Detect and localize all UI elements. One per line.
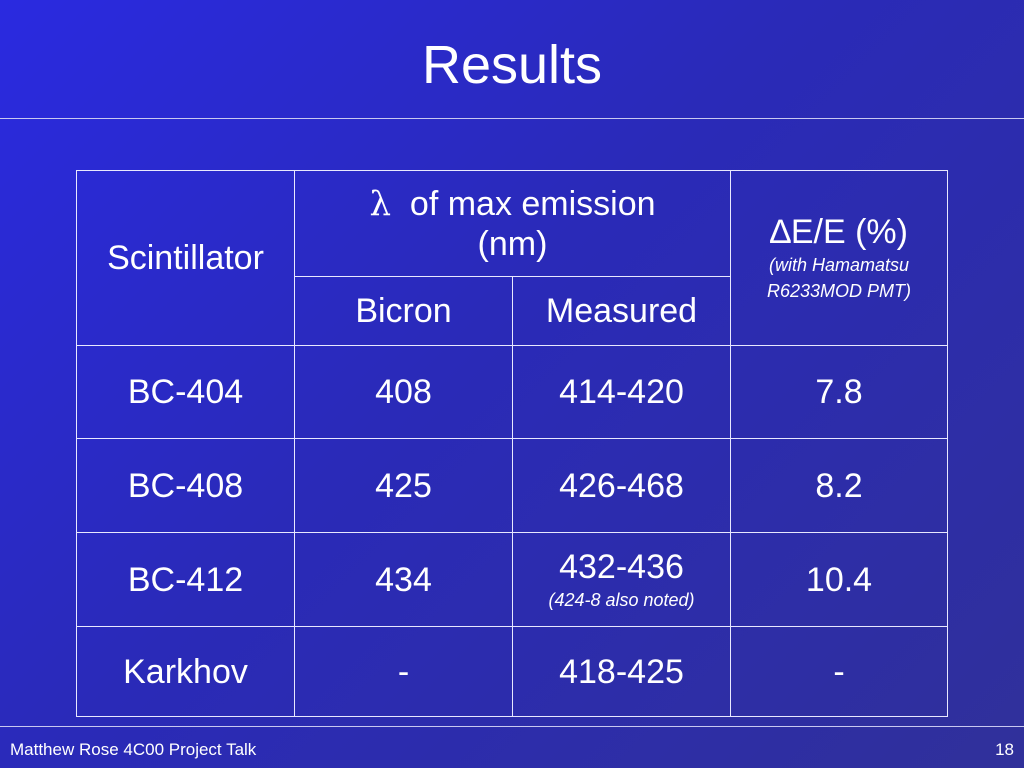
cell-text: 432-436 <box>559 547 684 586</box>
header-cell: Bicron <box>294 276 513 346</box>
header-cell: λ of max emission (nm) <box>294 170 731 277</box>
footer-text: Matthew Rose 4C00 Project Talk <box>10 740 257 759</box>
footer-rule <box>0 726 1024 727</box>
cell: Karkhov <box>76 626 295 717</box>
header-row: Scintillator λ of max emission (nm) ∆E/E… <box>76 170 948 346</box>
subheader-row: Bicron Measured <box>77 276 948 346</box>
cell: 414-420 <box>512 345 731 439</box>
header-line: (nm) <box>477 224 548 263</box>
cell: 425 <box>294 438 513 533</box>
header-cell: Measured <box>512 276 731 346</box>
table-row: Karkhov - 418-425 - <box>76 626 948 717</box>
cell: BC-408 <box>76 438 295 533</box>
header-cell: ∆E/E (%) (with Hamamatsu R6233MOD PMT) <box>730 170 948 346</box>
cell: 7.8 <box>730 345 948 439</box>
cell: 426-468 <box>512 438 731 533</box>
header-text: of max emission <box>409 184 656 223</box>
cell: BC-412 <box>76 532 295 627</box>
cell: BC-404 <box>76 345 295 439</box>
cell: - <box>730 626 948 717</box>
cell: 8.2 <box>730 438 948 533</box>
header-note: (with Hamamatsu <box>768 255 910 275</box>
results-table: Scintillator λ of max emission (nm) ∆E/E… <box>76 170 948 717</box>
cell: 434 <box>294 532 513 627</box>
table-row: BC-408 425 426-468 8.2 <box>76 438 948 533</box>
header-text: ∆E/E (%) <box>770 213 908 251</box>
header-cell: Scintillator <box>76 170 295 346</box>
header-line: λ of max emission <box>295 184 730 224</box>
header-note: R6233MOD PMT) <box>766 281 912 301</box>
cell-note: (424-8 also noted) <box>548 589 695 610</box>
lambda-symbol: λ <box>369 183 391 224</box>
cell: 408 <box>294 345 513 439</box>
cell: 432-436 (424-8 also noted) <box>512 532 731 627</box>
table-row: BC-412 434 432-436 (424-8 also noted) 10… <box>76 532 948 627</box>
page-number: 18 <box>995 740 1014 759</box>
title-rule <box>0 118 1024 119</box>
slide-title: Results <box>421 35 603 95</box>
table-row: BC-404 408 414-420 7.8 <box>76 345 948 439</box>
cell: - <box>294 626 513 717</box>
cell: 418-425 <box>512 626 731 717</box>
cell: 10.4 <box>730 532 948 627</box>
header-text: Scintillator <box>107 239 264 277</box>
